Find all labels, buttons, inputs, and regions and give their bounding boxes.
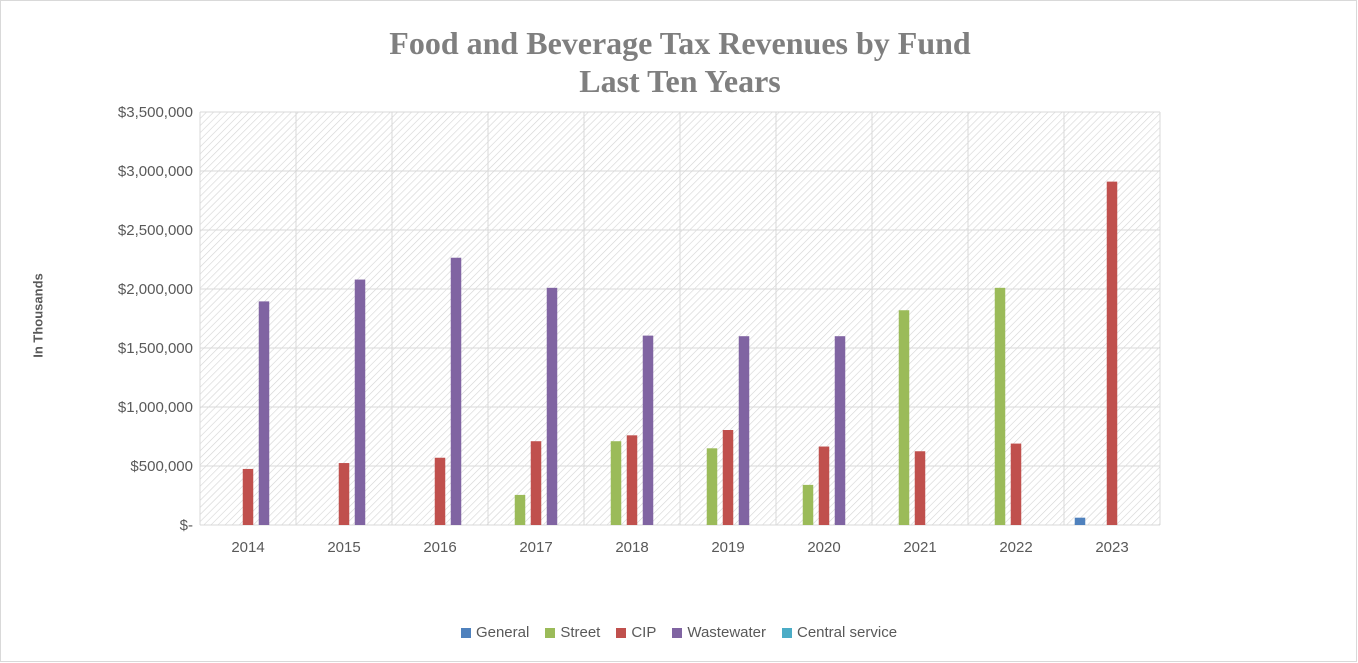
x-tick-label: 2023 <box>1095 539 1128 556</box>
legend-swatch <box>460 627 471 638</box>
x-tick-label: 2014 <box>231 539 264 556</box>
y-tick-label: $- <box>180 517 193 534</box>
legend-swatch <box>782 627 792 638</box>
y-tick-label: $1,500,000 <box>118 340 193 357</box>
legend-label: Central service <box>797 624 898 641</box>
legend-item: Wastewater <box>672 624 766 641</box>
legend-item: Street <box>545 624 600 641</box>
legend-label: Street <box>560 624 601 641</box>
y-tick-label: $500,000 <box>130 458 193 475</box>
bar-wastewater <box>546 287 558 525</box>
bar-cip <box>722 430 734 525</box>
y-tick-label: $2,500,000 <box>118 222 193 239</box>
bar-wastewater <box>354 279 366 525</box>
bar-general <box>1074 517 1086 525</box>
x-tick-label: 2022 <box>999 539 1032 556</box>
chart-title: Food and Beverage Tax Revenues by Fund L… <box>200 24 1160 100</box>
legend: General Street CIP Wastewater Central servic… <box>0 624 1358 641</box>
bar-street <box>994 287 1006 525</box>
x-tick-label: 2018 <box>615 539 648 556</box>
bar-street <box>802 484 814 525</box>
bars <box>242 181 1118 525</box>
bar-street <box>514 494 526 525</box>
legend-item: CIP <box>616 624 656 641</box>
legend-swatch <box>672 627 683 638</box>
bar-wastewater <box>642 335 654 525</box>
legend-label: General <box>475 624 530 641</box>
chart-title-line-1: Food and Beverage Tax Revenues by Fund <box>389 25 971 61</box>
y-tick-label: $3,000,000 <box>118 163 193 180</box>
bar-cip <box>530 441 542 525</box>
x-tick-label: 2016 <box>423 539 456 556</box>
legend-label: Wastewater <box>687 624 766 641</box>
bar-wastewater <box>450 257 462 525</box>
bar-wastewater <box>738 336 750 525</box>
legend-item: Central service <box>782 624 897 641</box>
bar-wastewater <box>834 336 846 525</box>
bar-wastewater <box>258 301 270 525</box>
x-tick-label: 2021 <box>903 539 936 556</box>
y-tick-labels: $- $500,000 $1,000,000 $1,500,000 $2,000,000… <box>118 104 193 534</box>
bar-cip <box>818 446 830 525</box>
x-tick-labels: 2014 2015 2016 2017 2018 2019 2020 2021 2022 2023 <box>231 539 1128 556</box>
bar-cip <box>1010 443 1022 525</box>
chart-title-line-2: Last Ten Years <box>579 63 781 99</box>
bar-cip <box>626 435 638 525</box>
legend-item: General <box>460 624 530 641</box>
bar-cip <box>242 468 254 525</box>
bar-cip <box>338 463 350 525</box>
x-tick-label: 2017 <box>519 539 552 556</box>
bar-cip <box>914 451 926 525</box>
x-tick-label: 2019 <box>711 539 744 556</box>
y-tick-label: $3,500,000 <box>118 104 193 121</box>
legend-label: CIP <box>631 624 657 641</box>
x-tick-label: 2020 <box>807 539 840 556</box>
y-tick-label: $2,000,000 <box>118 281 193 298</box>
bar-cip <box>434 457 446 525</box>
x-tick-label: 2015 <box>327 539 360 556</box>
bar-street <box>898 310 910 525</box>
bar-cip <box>1106 181 1118 525</box>
legend-swatch <box>616 627 627 638</box>
legend-swatch <box>545 627 556 638</box>
y-tick-label: $1,000,000 <box>118 399 193 416</box>
bar-street <box>610 441 622 525</box>
bar-street <box>706 448 718 525</box>
